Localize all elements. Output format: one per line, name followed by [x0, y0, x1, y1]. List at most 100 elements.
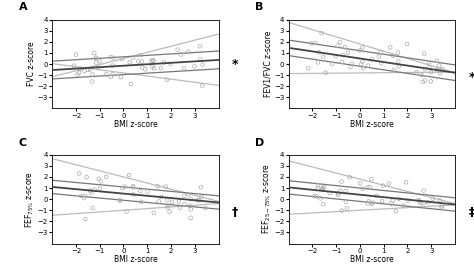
Point — [356, 181, 364, 186]
Point — [379, 183, 387, 188]
Point — [181, 202, 188, 206]
Point — [77, 194, 85, 198]
Point — [121, 184, 128, 189]
Point — [166, 62, 174, 66]
Point — [185, 50, 192, 54]
Point — [150, 211, 157, 215]
Point — [149, 59, 156, 63]
Point — [92, 55, 100, 60]
Point — [357, 62, 365, 67]
Text: D: D — [255, 137, 264, 148]
Point — [138, 59, 146, 64]
Point — [346, 65, 354, 69]
Text: †: † — [232, 206, 238, 219]
Point — [389, 199, 396, 203]
Point — [198, 83, 206, 88]
Point — [332, 54, 339, 58]
Point — [196, 44, 204, 48]
Text: **: ** — [468, 71, 474, 84]
X-axis label: BMI z-score: BMI z-score — [350, 120, 394, 129]
Point — [148, 65, 156, 69]
Point — [375, 54, 383, 59]
Point — [187, 207, 195, 212]
Point — [73, 72, 81, 77]
Text: A: A — [19, 3, 27, 13]
Point — [82, 193, 89, 198]
Point — [76, 66, 84, 71]
Point — [198, 195, 205, 199]
Point — [337, 40, 344, 45]
Point — [364, 201, 372, 206]
Point — [437, 71, 444, 75]
Point — [75, 171, 83, 176]
Point — [186, 204, 193, 208]
Point — [429, 197, 437, 201]
Point — [386, 45, 394, 50]
Point — [417, 201, 425, 206]
Point — [359, 45, 366, 50]
Point — [118, 57, 126, 61]
Point — [308, 41, 315, 46]
Point — [319, 188, 327, 192]
Point — [342, 200, 350, 204]
Point — [109, 55, 117, 60]
Point — [338, 208, 346, 213]
Point — [164, 78, 171, 82]
Point — [348, 62, 356, 66]
Point — [346, 175, 354, 179]
Point — [97, 179, 104, 184]
Point — [89, 206, 97, 210]
Point — [394, 59, 402, 64]
Point — [129, 192, 137, 197]
Point — [107, 55, 114, 60]
Point — [334, 192, 342, 197]
Point — [202, 206, 210, 210]
Point — [174, 47, 182, 52]
Point — [116, 198, 124, 202]
Point — [102, 175, 110, 179]
Point — [125, 173, 133, 178]
Point — [319, 202, 327, 207]
Point — [187, 216, 194, 220]
Y-axis label: FEF$_{75\%}$ z-score: FEF$_{75\%}$ z-score — [24, 171, 36, 228]
Point — [109, 63, 116, 68]
Point — [438, 67, 446, 71]
Point — [421, 78, 429, 83]
Point — [368, 202, 375, 206]
Point — [150, 58, 157, 63]
Point — [392, 209, 400, 213]
Point — [438, 205, 446, 209]
Point — [138, 65, 146, 70]
Y-axis label: FEF$_{25-75\%}$ z-score: FEF$_{25-75\%}$ z-score — [260, 164, 273, 234]
Point — [175, 199, 182, 204]
Point — [137, 200, 145, 204]
Point — [390, 68, 398, 72]
Point — [75, 71, 83, 75]
Point — [135, 59, 142, 64]
Point — [313, 194, 320, 199]
Point — [368, 57, 376, 62]
Text: *: * — [232, 58, 238, 71]
Point — [72, 52, 80, 57]
Point — [339, 53, 347, 57]
Point — [403, 42, 411, 46]
Point — [157, 66, 165, 70]
Point — [318, 31, 326, 35]
Point — [425, 65, 433, 69]
Point — [373, 194, 381, 198]
Point — [389, 53, 397, 58]
Point — [415, 198, 422, 202]
Point — [89, 79, 96, 84]
Point — [116, 199, 124, 203]
Point — [92, 56, 100, 61]
Point — [364, 185, 371, 190]
Point — [424, 200, 432, 204]
Point — [155, 199, 163, 204]
Point — [367, 177, 375, 181]
Point — [366, 185, 374, 189]
Point — [378, 199, 386, 203]
Point — [137, 53, 145, 57]
Y-axis label: FVC z-score: FVC z-score — [27, 42, 36, 86]
Point — [385, 181, 393, 186]
Point — [82, 217, 89, 221]
